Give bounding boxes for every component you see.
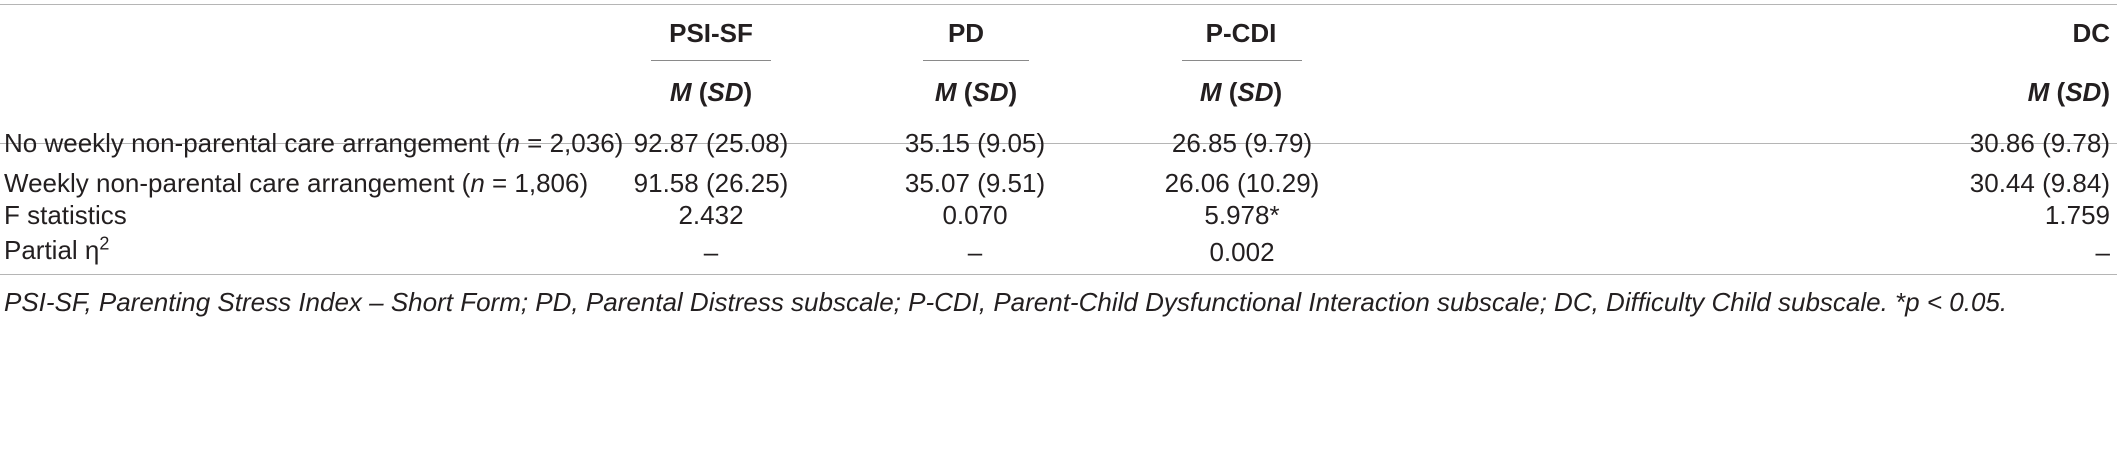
stat-header-p-cdi: M (SD) <box>1199 77 1283 107</box>
cell-psi-sf: – <box>703 237 719 267</box>
cell-dc: 30.44 (9.84) <box>1969 168 2110 198</box>
cell-dc: – <box>2095 237 2110 267</box>
cell-p-cdi: 5.978* <box>1204 200 1280 230</box>
cell-pd: 0.070 <box>942 200 1008 230</box>
cell-p-cdi: 26.06 (10.29) <box>1164 168 1320 198</box>
column-header-p-cdi: P-CDI <box>1205 18 1277 48</box>
cell-p-cdi: 26.85 (9.79) <box>1171 128 1313 158</box>
row-label: Weekly non-parental care arrangement (n … <box>4 168 589 198</box>
row-label: Partial η2 <box>4 233 110 265</box>
row-label: No weekly non-parental care arrangement … <box>4 128 624 158</box>
column-rule-psi-sf <box>651 60 771 61</box>
stat-header-pd: M (SD) <box>934 77 1018 107</box>
column-header-pd: PD <box>947 18 985 48</box>
table-header-rule <box>0 143 2117 144</box>
column-header-psi-sf: PSI-SF <box>669 18 753 48</box>
cell-psi-sf: 92.87 (25.08) <box>633 128 789 158</box>
cell-pd: 35.15 (9.05) <box>904 128 1046 158</box>
cell-psi-sf: 91.58 (26.25) <box>633 168 789 198</box>
stat-header-psi-sf: M (SD) <box>669 77 753 107</box>
stat-header-dc: M (SD) <box>2027 77 2110 107</box>
cell-psi-sf: 2.432 <box>678 200 744 230</box>
column-rule-pd <box>923 60 1029 61</box>
column-header-dc: DC <box>2072 18 2110 48</box>
table-top-rule <box>0 4 2117 5</box>
cell-p-cdi: 0.002 <box>1209 237 1275 267</box>
column-rule-p-cdi <box>1182 60 1302 61</box>
row-label: F statistics <box>4 200 127 230</box>
cell-pd: 35.07 (9.51) <box>904 168 1046 198</box>
cell-pd: – <box>967 237 983 267</box>
table-bottom-rule <box>0 274 2117 275</box>
table-footnote: PSI-SF, Parenting Stress Index – Short F… <box>4 287 2008 317</box>
cell-dc: 30.86 (9.78) <box>1969 128 2110 158</box>
cell-dc: 1.759 <box>2044 200 2110 230</box>
